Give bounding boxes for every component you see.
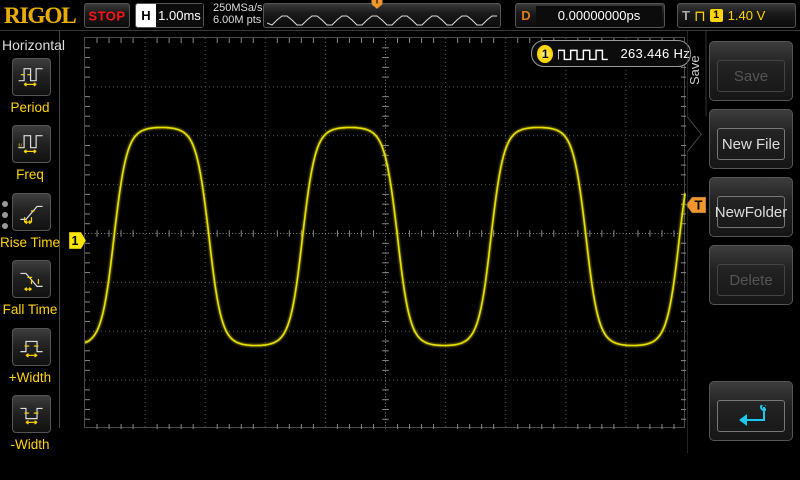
svg-text:1: 1 (72, 234, 79, 248)
svg-text:1/: 1/ (18, 144, 23, 150)
svg-text:T: T (375, 0, 380, 5)
